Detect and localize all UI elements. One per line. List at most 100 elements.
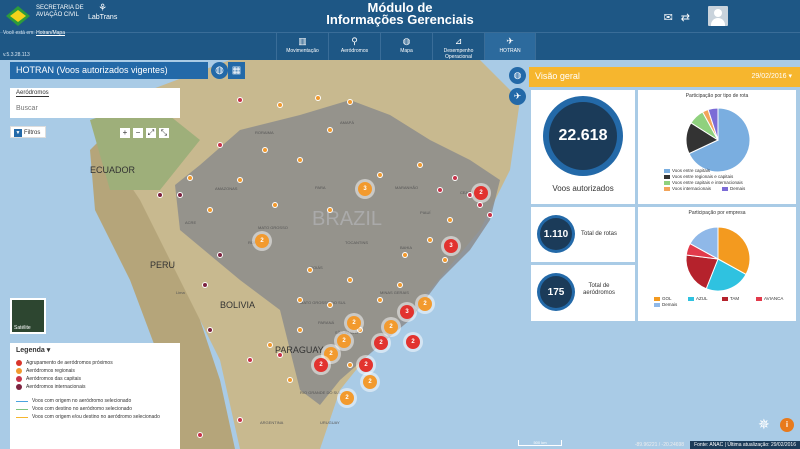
cluster-marker[interactable]: 2: [324, 347, 338, 361]
aerodrome-marker[interactable]: [297, 157, 303, 163]
aerodrome-marker[interactable]: [277, 352, 283, 358]
aerodrome-marker[interactable]: [207, 207, 213, 213]
cluster-marker[interactable]: 2: [384, 320, 398, 334]
aerodrome-marker[interactable]: [177, 192, 183, 198]
share-icon[interactable]: ⇄: [680, 12, 690, 24]
aerodrome-marker[interactable]: [347, 362, 353, 368]
user-avatar[interactable]: [708, 6, 728, 26]
aerodrome-marker[interactable]: [157, 192, 163, 198]
nav-globe[interactable]: ◍ Mapa: [380, 33, 432, 60]
cluster-marker[interactable]: 2: [347, 316, 361, 330]
nav-plane[interactable]: ✈ HOTRAN: [484, 33, 536, 60]
globe-icon[interactable]: ◍: [211, 62, 228, 79]
info-button[interactable]: i: [780, 418, 794, 432]
aerodrome-marker[interactable]: [297, 327, 303, 333]
cluster-marker[interactable]: 2: [363, 375, 377, 389]
pie-slice-gol[interactable]: [717, 226, 751, 276]
chevron-down-icon: ▾: [46, 347, 51, 354]
cluster-marker[interactable]: 2: [406, 335, 420, 349]
aerodrome-marker[interactable]: [277, 102, 283, 108]
aerodrome-marker[interactable]: [287, 377, 293, 383]
pie-slice-demais[interactable]: [707, 107, 719, 141]
aerodrome-marker[interactable]: [237, 97, 243, 103]
plane-icon[interactable]: ✈: [509, 88, 526, 105]
aerodrome-marker[interactable]: [187, 175, 193, 181]
pie-slice-azul[interactable]: [705, 258, 747, 292]
aerodrome-marker[interactable]: [197, 432, 203, 438]
zoom-out-button[interactable]: −: [133, 128, 143, 138]
nav-line-chart[interactable]: ⊿ Desempenho Operacional: [432, 33, 484, 60]
legend-line-item: Voos com origem no aeródromo selecionado: [16, 397, 174, 405]
aerodrome-marker[interactable]: [327, 302, 333, 308]
aerodrome-marker[interactable]: [327, 127, 333, 133]
nav-bar-chart[interactable]: ▥ Movimentação: [276, 33, 328, 60]
globe-icon[interactable]: ◍: [509, 67, 526, 84]
pie-slice-voos-entre-capitais[interactable]: [688, 107, 751, 173]
legend-item: Agrupamento de aeródromos próximos: [16, 359, 174, 367]
cluster-marker[interactable]: 3: [358, 182, 372, 196]
aerodrome-marker[interactable]: [442, 257, 448, 263]
aerodrome-marker[interactable]: [487, 212, 493, 218]
aerodrome-marker[interactable]: [237, 177, 243, 183]
cluster-marker[interactable]: 2: [418, 297, 432, 311]
aerodrome-marker[interactable]: [447, 217, 453, 223]
legend-swatch: [664, 168, 670, 173]
compass-icon[interactable]: ✵: [758, 416, 770, 432]
pie-slice-demais[interactable]: [689, 226, 719, 260]
aerodrome-marker[interactable]: [297, 297, 303, 303]
nav-label: Movimentação: [286, 48, 319, 54]
aerodrome-marker[interactable]: [217, 252, 223, 258]
aerodrome-marker[interactable]: [377, 297, 383, 303]
cluster-marker[interactable]: 2: [474, 186, 488, 200]
legend-title[interactable]: Legenda ▾: [16, 346, 174, 354]
aerodrome-marker[interactable]: [347, 277, 353, 283]
cluster-marker[interactable]: 2: [337, 334, 351, 348]
cluster-marker[interactable]: 2: [374, 336, 388, 350]
filters-button[interactable]: ▼ Filtros: [10, 126, 46, 138]
nav-search[interactable]: ⚲ Aeródromos: [328, 33, 380, 60]
breadcrumb-link[interactable]: Hotran/Mapa: [36, 30, 65, 36]
date-select[interactable]: 29/02/2016 ▾: [751, 73, 792, 80]
aerodrome-marker[interactable]: [217, 142, 223, 148]
aerodrome-marker[interactable]: [347, 99, 353, 105]
aerodrome-marker[interactable]: [397, 282, 403, 288]
zoom-in-button[interactable]: +: [120, 128, 130, 138]
cluster-marker[interactable]: 3: [400, 305, 414, 319]
cluster-marker[interactable]: 2: [314, 358, 328, 372]
fullscreen-icon[interactable]: ⤢: [146, 128, 156, 138]
aerodrome-marker[interactable]: [477, 202, 483, 208]
aerodrome-marker[interactable]: [402, 252, 408, 258]
aerodrome-marker[interactable]: [357, 327, 363, 333]
aerodrome-marker[interactable]: [237, 417, 243, 423]
legend-items: Agrupamento de aeródromos próximos Aeródr…: [16, 359, 174, 391]
pie-slice-tam[interactable]: [685, 254, 719, 290]
grid-view-icon[interactable]: ▦: [228, 62, 245, 79]
aerodrome-marker[interactable]: [207, 327, 213, 333]
aerodrome-marker[interactable]: [327, 207, 333, 213]
map-label: ACRE: [185, 220, 197, 225]
search-input[interactable]: [16, 105, 174, 112]
cluster-marker[interactable]: 2: [340, 391, 354, 405]
aerodrome-marker[interactable]: [262, 147, 268, 153]
aerodrome-marker[interactable]: [272, 202, 278, 208]
aerodrome-marker[interactable]: [307, 267, 313, 273]
aerodrome-marker[interactable]: [267, 342, 273, 348]
tab-aerodromos[interactable]: Aeródromos: [16, 90, 49, 97]
aerodrome-marker[interactable]: [377, 172, 383, 178]
cluster-marker[interactable]: 2: [359, 358, 373, 372]
aerodrome-marker[interactable]: [315, 95, 321, 101]
mail-icon[interactable]: ✉: [663, 12, 673, 24]
aerodrome-marker[interactable]: [247, 357, 253, 363]
cluster-marker[interactable]: 3: [444, 239, 458, 253]
extent-icon[interactable]: ⤡: [159, 128, 169, 138]
aerodrome-marker[interactable]: [452, 175, 458, 181]
search-panel: Aeródromos: [10, 88, 180, 118]
legend-swatch: [722, 296, 728, 301]
satellite-toggle[interactable]: Satélite: [10, 298, 46, 334]
aerodrome-marker[interactable]: [417, 162, 423, 168]
aerodrome-marker[interactable]: [427, 237, 433, 243]
cluster-marker[interactable]: 2: [255, 234, 269, 248]
aerodrome-marker[interactable]: [437, 187, 443, 193]
aerodrome-marker[interactable]: [467, 192, 473, 198]
aerodrome-marker[interactable]: [202, 282, 208, 288]
